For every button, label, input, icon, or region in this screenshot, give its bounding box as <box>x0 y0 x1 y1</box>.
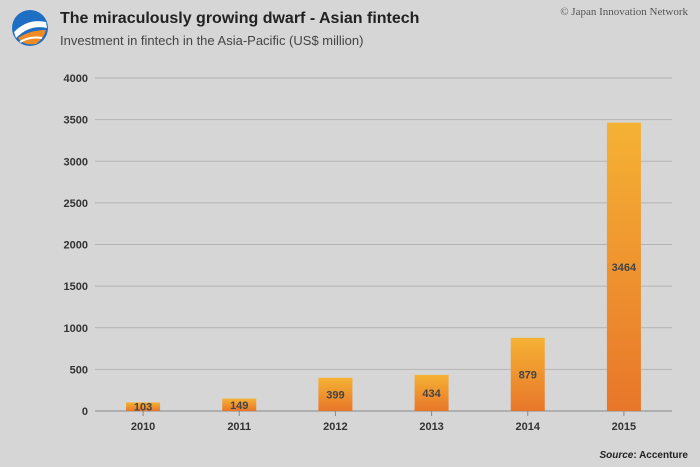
bar <box>510 337 545 411</box>
x-tick-label: 2012 <box>323 421 347 433</box>
y-tick-label: 3000 <box>64 156 88 168</box>
y-tick-label: 3500 <box>64 115 88 127</box>
bar <box>414 374 449 411</box>
bar <box>318 377 353 411</box>
x-tick-label: 2014 <box>516 421 541 433</box>
source-label: Source <box>599 450 634 461</box>
source-value: : Accenture <box>633 450 688 461</box>
y-tick-label: 1000 <box>64 323 88 335</box>
data-label: 103 <box>134 402 152 414</box>
data-label: 434 <box>422 388 441 400</box>
source-note: Source: Accenture <box>599 450 688 461</box>
x-tick-label: 2015 <box>612 421 636 433</box>
bar <box>606 122 641 411</box>
y-tick-label: 4000 <box>64 73 88 85</box>
bar <box>126 402 161 411</box>
data-label: 879 <box>519 369 537 381</box>
x-tick-label: 2011 <box>227 421 251 433</box>
y-tick-label: 500 <box>70 364 88 376</box>
bar <box>222 398 257 411</box>
data-label: 149 <box>230 400 248 412</box>
data-label: 3464 <box>612 262 637 274</box>
chart-subtitle: Investment in fintech in the Asia-Pacifi… <box>60 33 364 48</box>
x-tick-label: 2010 <box>131 421 155 433</box>
globe-logo-icon <box>12 10 48 46</box>
y-tick-label: 2000 <box>64 240 88 252</box>
y-tick-label: 2500 <box>64 198 88 210</box>
data-label: 399 <box>326 389 344 401</box>
y-tick-label: 0 <box>82 406 88 418</box>
y-tick-label: 1500 <box>64 281 88 293</box>
x-tick-label: 2013 <box>419 421 443 433</box>
copyright-notice: © Japan Innovation Network <box>560 6 688 18</box>
chart-title: The miraculously growing dwarf - Asian f… <box>60 10 420 27</box>
